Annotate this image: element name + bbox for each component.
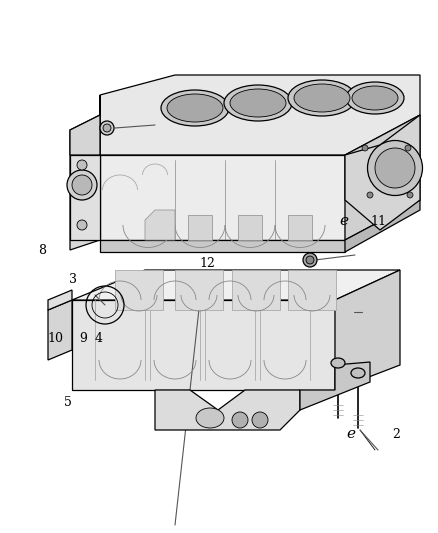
Text: 12: 12 (199, 257, 215, 270)
Circle shape (232, 412, 248, 428)
Circle shape (77, 220, 87, 230)
Ellipse shape (294, 84, 350, 112)
Ellipse shape (72, 175, 92, 195)
Circle shape (252, 412, 268, 428)
Text: 11: 11 (370, 215, 386, 228)
Polygon shape (100, 75, 420, 155)
Polygon shape (70, 155, 100, 240)
Polygon shape (288, 215, 312, 240)
Text: 9: 9 (80, 332, 88, 345)
Polygon shape (100, 155, 345, 240)
Polygon shape (345, 200, 420, 252)
Circle shape (367, 192, 373, 198)
Polygon shape (145, 210, 175, 240)
Ellipse shape (67, 170, 97, 200)
Polygon shape (335, 270, 400, 390)
Polygon shape (48, 290, 72, 310)
Polygon shape (300, 362, 370, 410)
Polygon shape (288, 270, 336, 310)
Polygon shape (48, 300, 72, 360)
Polygon shape (232, 270, 280, 310)
Ellipse shape (346, 82, 404, 114)
Polygon shape (72, 300, 335, 390)
Polygon shape (155, 390, 300, 430)
Text: 8: 8 (38, 244, 46, 257)
Ellipse shape (230, 89, 286, 117)
Polygon shape (345, 115, 420, 240)
Polygon shape (175, 270, 223, 310)
Polygon shape (115, 270, 163, 310)
Ellipse shape (103, 124, 111, 132)
Polygon shape (345, 115, 420, 230)
Ellipse shape (196, 408, 224, 428)
Text: 7: 7 (350, 98, 358, 110)
Circle shape (362, 145, 368, 151)
Text: e: e (339, 214, 348, 228)
Polygon shape (188, 215, 212, 240)
Circle shape (77, 160, 87, 170)
Ellipse shape (224, 85, 292, 121)
Polygon shape (70, 115, 100, 155)
Polygon shape (238, 215, 262, 240)
Polygon shape (100, 240, 345, 252)
Ellipse shape (375, 148, 415, 188)
Text: 10: 10 (47, 332, 64, 345)
Text: 5: 5 (64, 396, 72, 409)
Ellipse shape (161, 90, 229, 126)
Circle shape (405, 145, 411, 151)
Polygon shape (70, 95, 100, 250)
Ellipse shape (352, 86, 398, 110)
Text: 4: 4 (95, 332, 103, 345)
Circle shape (306, 256, 314, 264)
Circle shape (407, 192, 413, 198)
Ellipse shape (167, 94, 223, 122)
Text: e: e (346, 427, 355, 441)
Text: 3: 3 (69, 273, 77, 286)
Ellipse shape (288, 80, 356, 116)
Ellipse shape (331, 358, 345, 368)
Ellipse shape (100, 121, 114, 135)
Ellipse shape (351, 368, 365, 378)
Circle shape (303, 253, 317, 267)
Text: 2: 2 (392, 428, 400, 441)
Polygon shape (72, 270, 400, 300)
Ellipse shape (367, 141, 423, 196)
